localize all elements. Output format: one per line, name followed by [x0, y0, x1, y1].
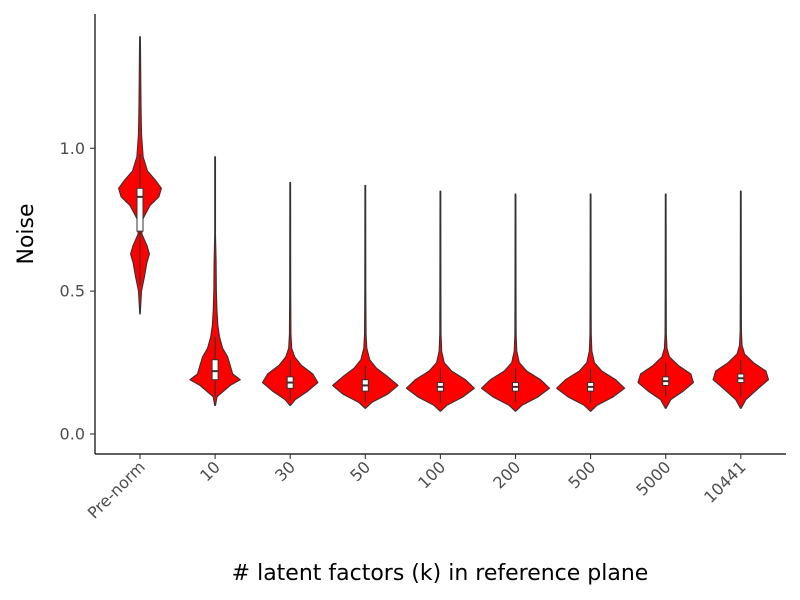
y-tick-label: 1.0 [60, 139, 85, 158]
y-axis-ticks: 0.0 0.5 1.0 [60, 139, 95, 444]
violin-100 [405, 190, 475, 412]
violin-30 [261, 182, 319, 406]
violin-10 [189, 156, 241, 406]
violin-50 [332, 184, 399, 409]
violin-10441 [712, 190, 770, 409]
box-Pre-norm [136, 187, 144, 232]
x-axis-title: # latent factors (k) in reference plane [232, 561, 649, 586]
boxes-layer [136, 154, 745, 403]
x-tick-label: Pre-norm [84, 457, 149, 522]
y-axis-title: Noise [14, 203, 39, 264]
x-tick-label: 10 [196, 457, 224, 485]
x-tick-label: 200 [489, 457, 524, 492]
x-tick-label: 30 [271, 457, 299, 485]
x-axis-ticks: Pre-norm 10 30 50 100 200 500 5000 10441 [84, 454, 750, 522]
violin-500 [556, 193, 626, 412]
violin-200 [480, 193, 551, 412]
x-tick-label: 500 [564, 457, 599, 492]
y-tick-label: 0.5 [60, 282, 85, 301]
x-tick-label: 50 [346, 457, 374, 485]
x-tick-label: 5000 [632, 457, 674, 499]
x-tick-label: 100 [414, 457, 449, 492]
violins-layer [118, 36, 770, 412]
box-10 [211, 359, 219, 381]
x-tick-label: 10441 [700, 457, 749, 506]
y-tick-label: 0.0 [60, 425, 85, 444]
violin-5000 [637, 193, 694, 409]
